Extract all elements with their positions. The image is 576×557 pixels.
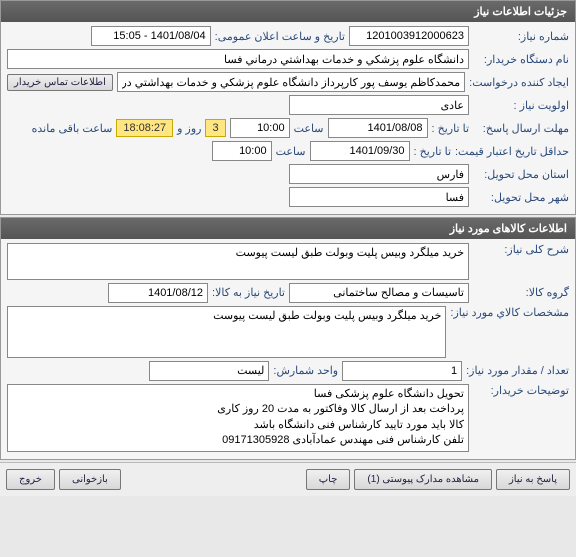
until-label-2: تا تاریخ : [414, 145, 451, 158]
toolbar-spacer [125, 469, 302, 490]
reply-deadline-label: مهلت ارسال پاسخ: [473, 122, 569, 135]
unit-input[interactable] [149, 361, 269, 381]
group-input[interactable] [289, 283, 469, 303]
row-priority: اولویت نیاز : [7, 95, 569, 115]
time-label-1: ساعت [294, 122, 324, 135]
contact-buyer-button[interactable]: اطلاعات تماس خریدار [7, 74, 113, 91]
need-no-input[interactable] [349, 26, 469, 46]
days-remaining-box: 3 [205, 119, 225, 137]
city-input[interactable] [289, 187, 469, 207]
announce-input[interactable] [91, 26, 211, 46]
items-panel: اطلاعات کالاهای مورد نیاز شرح کلی نیاز: … [0, 217, 576, 460]
need-no-label: شماره نیاز: [473, 30, 569, 43]
row-province: استان محل تحویل: [7, 164, 569, 184]
priority-input[interactable] [289, 95, 469, 115]
row-notes: توضیحات خریدار: تحویل دانشگاه علوم پزشکی… [7, 384, 569, 452]
city-label: شهر محل تحویل: [473, 191, 569, 204]
row-desc: شرح کلی نیاز: خرید میلگرد وبیس پلیت وبول… [7, 243, 569, 280]
desc-label: شرح کلی نیاز: [473, 243, 569, 256]
need-date-input[interactable] [108, 283, 208, 303]
countdown-box: 18:08:27 [116, 119, 173, 137]
qty-input[interactable] [342, 361, 462, 381]
panel1-header: جزئیات اطلاعات نیاز [1, 1, 575, 22]
time-label-2: ساعت [276, 145, 306, 158]
unit-label: واحد شمارش: [273, 364, 338, 377]
details-panel: جزئیات اطلاعات نیاز شماره نیاز: تاریخ و … [0, 0, 576, 215]
need-date-label: تاریخ نیاز به کالا: [212, 286, 285, 299]
group-label: گروه کالا: [473, 286, 569, 299]
row-need-no: شماره نیاز: تاریخ و ساعت اعلان عمومی: [7, 26, 569, 46]
reply-time-input[interactable] [230, 118, 290, 138]
attachments-button[interactable]: مشاهده مدارک پیوستی (1) [354, 469, 492, 490]
spec-textarea[interactable]: خرید میلگرد وبیس پلیت وبولت طبق لیست پیو… [7, 306, 446, 358]
panel2-body: شرح کلی نیاز: خرید میلگرد وبیس پلیت وبول… [1, 239, 575, 459]
reply-date-input[interactable] [328, 118, 428, 138]
row-group: گروه کالا: تاریخ نیاز به کالا: [7, 283, 569, 303]
notes-textarea[interactable]: تحویل دانشگاه علوم پزشکی فسا پرداخت بعد … [7, 384, 469, 452]
reply-button[interactable]: پاسخ به نیاز [496, 469, 570, 490]
refresh-button[interactable]: بازخوانی [59, 469, 121, 490]
province-input[interactable] [289, 164, 469, 184]
countdown-suffix: ساعت باقی مانده [32, 122, 113, 135]
creator-label: ایجاد کننده درخواست: [469, 76, 569, 89]
creator-input[interactable] [117, 72, 465, 92]
row-buyer: نام دستگاه خریدار: [7, 49, 569, 69]
print-button[interactable]: چاپ [306, 469, 351, 490]
price-time-input[interactable] [212, 141, 272, 161]
panel1-body: شماره نیاز: تاریخ و ساعت اعلان عمومی: نا… [1, 22, 575, 214]
buyer-label: نام دستگاه خریدار: [473, 53, 569, 66]
price-date-input[interactable] [310, 141, 410, 161]
exit-button[interactable]: خروج [6, 469, 55, 490]
spec-label: مشخصات کالاي مورد نیاز: [450, 306, 569, 319]
province-label: استان محل تحویل: [473, 168, 569, 181]
desc-textarea[interactable]: خرید میلگرد وبیس پلیت وبولت طبق لیست پیو… [7, 243, 469, 280]
row-spec: مشخصات کالاي مورد نیاز: خرید میلگرد وبیس… [7, 306, 569, 358]
until-label-1: تا تاریخ : [432, 122, 469, 135]
row-qty: تعداد / مقدار مورد نیاز: واحد شمارش: [7, 361, 569, 381]
announce-label: تاریخ و ساعت اعلان عمومی: [215, 30, 345, 43]
price-valid-label: حداقل تاریخ اعتبار قیمت: [455, 145, 569, 158]
panel2-header: اطلاعات کالاهای مورد نیاز [1, 218, 575, 239]
bottom-toolbar: پاسخ به نیاز مشاهده مدارک پیوستی (1) چاپ… [0, 462, 576, 496]
row-creator: ایجاد کننده درخواست: اطلاعات تماس خریدار [7, 72, 569, 92]
buyer-input[interactable] [7, 49, 469, 69]
row-price-valid: حداقل تاریخ اعتبار قیمت: تا تاریخ : ساعت [7, 141, 569, 161]
row-city: شهر محل تحویل: [7, 187, 569, 207]
row-reply-deadline: مهلت ارسال پاسخ: تا تاریخ : ساعت 3 روز و… [7, 118, 569, 138]
notes-label: توضیحات خریدار: [473, 384, 569, 397]
days-word: روز و [177, 122, 201, 135]
priority-label: اولویت نیاز : [473, 99, 569, 112]
qty-label: تعداد / مقدار مورد نیاز: [466, 364, 569, 377]
